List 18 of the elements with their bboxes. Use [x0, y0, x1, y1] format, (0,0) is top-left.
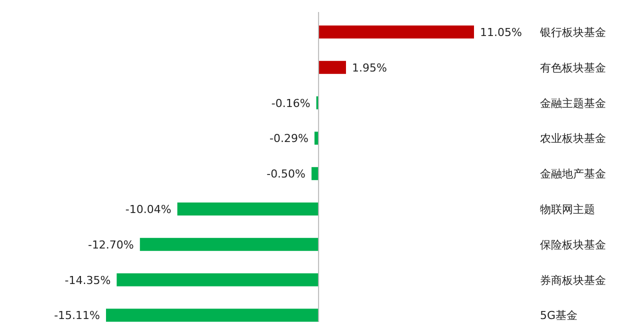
data-label: -0.29%: [270, 132, 308, 146]
data-label: -0.16%: [271, 96, 310, 110]
y-tick-label: 物联网主题: [540, 203, 595, 216]
y-tick-label: 银行板块基金: [539, 26, 606, 39]
data-label: -0.50%: [266, 168, 306, 181]
y-tick-label: 农业板块基金: [540, 132, 606, 146]
y-tick-label: 券商板块基金: [540, 274, 606, 287]
y-tick-label: 有色板块基金: [540, 61, 606, 74]
data-label: 1.95%: [352, 61, 387, 74]
y-tick-label: 金融地产基金: [540, 168, 606, 181]
y-tick-label: 保险板块基金: [540, 238, 606, 252]
data-label: -15.11%: [54, 309, 100, 322]
y-tick-label: 金融主题基金: [540, 96, 606, 110]
data-label: -12.70%: [88, 238, 134, 252]
data-label: -14.35%: [64, 274, 111, 287]
y-tick-label: 5G基金: [540, 309, 578, 322]
data-label: 11.05%: [480, 26, 522, 39]
data-label: -10.04%: [125, 203, 172, 216]
